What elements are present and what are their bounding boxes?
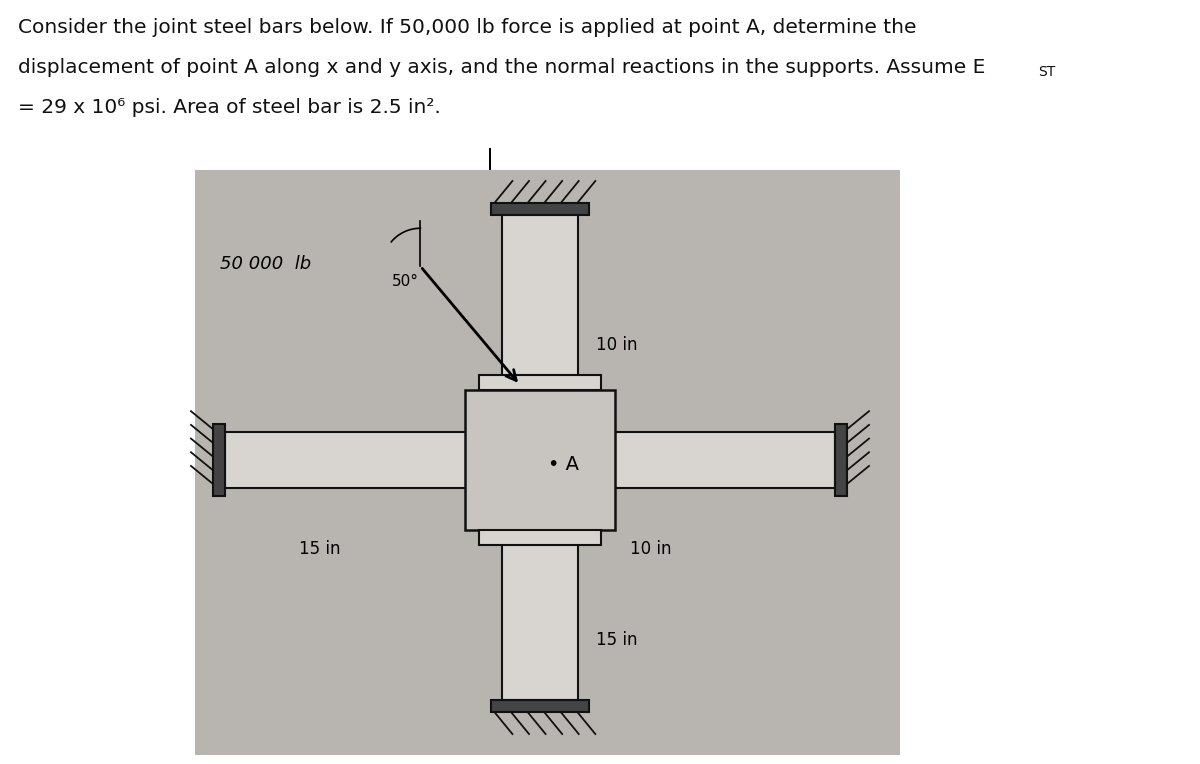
Text: 50°: 50° [392,274,419,290]
Text: ST: ST [1038,65,1055,79]
Text: 50 000  lb: 50 000 lb [220,255,311,273]
Text: Consider the joint steel bars below. If 50,000 lb force is applied at point A, d: Consider the joint steel bars below. If … [18,18,917,37]
Bar [491,203,589,215]
Bar [595,432,835,488]
Bar [491,700,589,712]
Bar [479,530,601,545]
Bar [466,390,616,530]
Text: 10 in: 10 in [596,336,637,354]
Text: 15 in: 15 in [596,631,637,649]
Bar [194,170,900,755]
Bar [226,432,485,488]
Text: 10 in: 10 in [630,540,672,558]
Bar [214,423,226,497]
Text: = 29 x 10⁶ psi. Area of steel bar is 2.5 in².: = 29 x 10⁶ psi. Area of steel bar is 2.5… [18,98,440,117]
Bar [479,375,601,390]
Bar [502,520,578,700]
Polygon shape [490,148,503,189]
Text: 15 in: 15 in [299,540,341,558]
Text: • A: • A [548,455,580,474]
Text: displacement of point A along x and y axis, and the normal reactions in the supp: displacement of point A along x and y ax… [18,58,985,77]
Bar [502,215,578,400]
Bar [835,423,847,497]
